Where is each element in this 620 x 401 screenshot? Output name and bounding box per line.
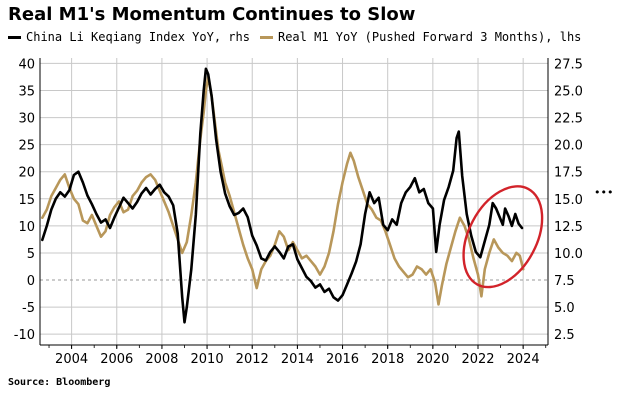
highlight-ellipse <box>462 185 544 289</box>
right-axis-tick-label: 5.0 <box>554 301 575 316</box>
right-axis-tick-label: 22.5 <box>554 112 583 127</box>
annotation-marker: ••• <box>594 186 613 199</box>
legend-label-real-m1: Real M1 YoY (Pushed Forward 3 Months), l… <box>277 30 582 44</box>
right-axis-tick-label: 12.5 <box>554 220 583 235</box>
annotation: ••• <box>462 185 613 289</box>
left-axis-tick-label: 0 <box>27 274 35 289</box>
left-axis-tick-label: 10 <box>18 220 35 235</box>
left-axis-tick-label: 25 <box>18 139 35 154</box>
series-line-keqiang <box>41 67 524 324</box>
right-axis-tick-label: 27.5 <box>554 57 583 72</box>
legend-label-keqiang: China Li Keqiang Index YoY, rhs <box>26 30 250 44</box>
legend-item-real-m1: Real M1 YoY (Pushed Forward 3 Months), l… <box>259 30 582 44</box>
right-axis-tick-label: 2.5 <box>554 328 575 343</box>
axes: 40 35 30 25 20 15 10 5 0 -5 -10 27.5 25.0 22.5 20.0 17.… <box>14 57 583 367</box>
x-axis-tick-label: 2008 <box>145 352 178 367</box>
left-axis-tick-label: -5 <box>22 301 35 316</box>
x-axis-tick-label: 2010 <box>191 352 224 367</box>
right-axis-tick-label: 20.0 <box>554 139 583 154</box>
line-chart: 40 35 30 25 20 15 10 5 0 -5 -10 27.5 25.0 22.5 20.0 17.… <box>14 57 614 367</box>
right-axis-tick-label: 10.0 <box>554 247 583 262</box>
chart-legend: China Li Keqiang Index YoY, rhs Real M1 … <box>8 30 591 44</box>
x-axis-tick-label: 2016 <box>326 352 359 367</box>
left-axis-tick-label: 35 <box>18 84 35 99</box>
left-axis-tick-label: 20 <box>18 166 35 181</box>
x-axis-tick-label: 2014 <box>281 352 314 367</box>
gridlines <box>40 58 548 345</box>
right-axis-tick-label: 25.0 <box>554 84 583 99</box>
x-axis-tick-label: 2004 <box>55 352 88 367</box>
chart-title: Real M1's Momentum Continues to Slow <box>8 4 416 25</box>
x-axis-tick-label: 2006 <box>100 352 133 367</box>
series-lines <box>41 67 525 324</box>
x-axis-tick-label: 2024 <box>507 352 540 367</box>
left-axis-tick-label: -10 <box>14 328 35 343</box>
right-axis-tick-label: 7.5 <box>554 274 575 289</box>
left-axis-tick-label: 5 <box>27 247 35 262</box>
x-axis-tick-label: 2012 <box>236 352 269 367</box>
x-axis-tick-label: 2018 <box>371 352 404 367</box>
x-axis-tick-label: 2022 <box>461 352 494 367</box>
left-axis-tick-label: 40 <box>18 57 35 72</box>
legend-item-keqiang: China Li Keqiang Index YoY, rhs <box>8 30 250 44</box>
series-line-real-m1 <box>41 75 525 306</box>
legend-swatch-gold <box>259 35 273 39</box>
left-axis-tick-label: 15 <box>18 193 35 208</box>
right-axis-tick-label: 17.5 <box>554 166 583 181</box>
x-axis-tick-label: 2020 <box>416 352 449 367</box>
right-axis-tick-label: 15.0 <box>554 193 583 208</box>
left-axis-tick-label: 30 <box>18 112 35 127</box>
legend-swatch-black <box>8 35 21 39</box>
source-note: Source: Bloomberg <box>8 377 111 388</box>
